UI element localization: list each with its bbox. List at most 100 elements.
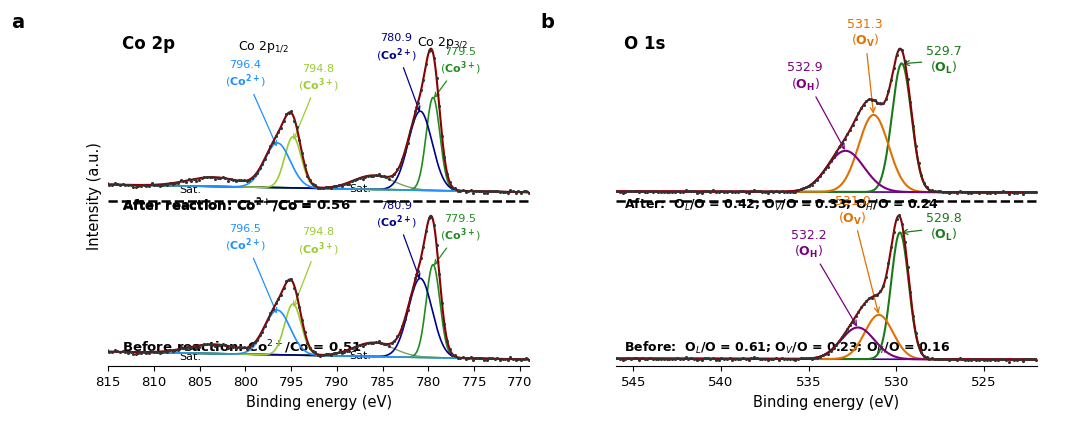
Point — [603, 355, 620, 362]
Point — [148, 348, 165, 355]
Point — [882, 77, 900, 83]
Point — [206, 343, 224, 349]
Point — [225, 344, 242, 351]
Point — [199, 341, 216, 348]
Point — [449, 355, 467, 362]
Point — [521, 190, 538, 197]
Point — [267, 133, 284, 140]
Point — [100, 349, 118, 355]
Point — [417, 61, 434, 67]
Point — [855, 301, 873, 308]
X-axis label: Binding energy (eV): Binding energy (eV) — [245, 394, 392, 410]
Point — [296, 161, 313, 168]
Point — [625, 188, 643, 195]
Point — [691, 189, 708, 195]
Point — [451, 355, 469, 362]
Point — [831, 337, 848, 344]
Point — [109, 348, 126, 354]
Point — [896, 58, 914, 65]
Point — [193, 341, 211, 348]
Point — [679, 355, 697, 362]
Point — [891, 212, 908, 219]
Point — [833, 334, 850, 341]
Point — [111, 349, 129, 356]
Point — [190, 176, 207, 183]
Point — [633, 188, 650, 195]
Point — [781, 188, 798, 195]
Point — [1016, 356, 1034, 362]
Point — [768, 355, 785, 362]
Point — [1039, 357, 1056, 363]
Point — [697, 188, 714, 195]
Point — [280, 277, 297, 283]
Point — [606, 355, 623, 362]
Point — [95, 181, 112, 187]
Point — [710, 189, 727, 196]
Point — [122, 349, 139, 355]
Point — [330, 349, 348, 355]
Point — [644, 189, 661, 195]
Point — [945, 356, 962, 362]
Text: 796.5
$(\mathbf{Co^{2+}})$: 796.5 $(\mathbf{Co^{2+}})$ — [225, 224, 276, 312]
Point — [446, 352, 463, 358]
Point — [779, 189, 796, 195]
Point — [622, 355, 639, 362]
Point — [765, 356, 782, 362]
Point — [638, 356, 656, 362]
Point — [428, 242, 445, 248]
Point — [981, 190, 998, 197]
Point — [166, 347, 184, 354]
Point — [470, 355, 487, 362]
Point — [230, 344, 247, 351]
Point — [404, 117, 421, 124]
Point — [523, 355, 540, 362]
Point — [893, 47, 910, 54]
Point — [341, 180, 359, 187]
Point — [710, 356, 727, 363]
Point — [820, 163, 837, 170]
Point — [212, 342, 229, 349]
Point — [512, 190, 529, 197]
Point — [784, 188, 801, 195]
Point — [238, 345, 255, 352]
Point — [981, 357, 998, 364]
Point — [508, 357, 525, 364]
Point — [464, 357, 482, 363]
Point — [91, 181, 108, 187]
Text: Sat.: Sat. — [349, 184, 370, 194]
Point — [1000, 191, 1017, 198]
Text: 779.5
$(\mathbf{Co^{3+}})$: 779.5 $(\mathbf{Co^{3+}})$ — [435, 214, 481, 264]
Point — [909, 160, 927, 166]
Text: 529.8
$(\mathbf{O_L})$: 529.8 $(\mathbf{O_L})$ — [903, 212, 961, 243]
Point — [606, 188, 623, 195]
Point — [294, 317, 311, 324]
Point — [151, 350, 168, 357]
Point — [636, 189, 653, 195]
Point — [644, 356, 661, 362]
Point — [246, 171, 264, 178]
Point — [806, 354, 823, 361]
Point — [907, 143, 924, 149]
Point — [238, 178, 255, 185]
Point — [921, 187, 939, 194]
Point — [781, 356, 798, 363]
Point — [190, 344, 207, 350]
Point — [426, 54, 443, 61]
Point — [436, 321, 454, 328]
Text: After:  O$_L$/O = 0.42; O$_V$/O = 0.33; O$_H$/O = 0.24: After: O$_L$/O = 0.42; O$_V$/O = 0.33; O… — [624, 197, 940, 213]
Point — [151, 183, 168, 189]
Point — [816, 165, 834, 172]
Point — [806, 179, 823, 185]
Point — [343, 344, 361, 351]
Point — [318, 351, 335, 357]
Point — [222, 176, 240, 182]
Point — [845, 318, 862, 325]
Point — [307, 181, 324, 188]
Text: 780.9
$(\mathbf{Co^{2+}})$: 780.9 $(\mathbf{Co^{2+}})$ — [376, 201, 420, 278]
X-axis label: Binding energy (eV): Binding energy (eV) — [753, 394, 900, 410]
Point — [792, 186, 809, 192]
Point — [816, 351, 834, 357]
Point — [378, 341, 395, 347]
Point — [415, 77, 432, 84]
Point — [1044, 189, 1062, 196]
